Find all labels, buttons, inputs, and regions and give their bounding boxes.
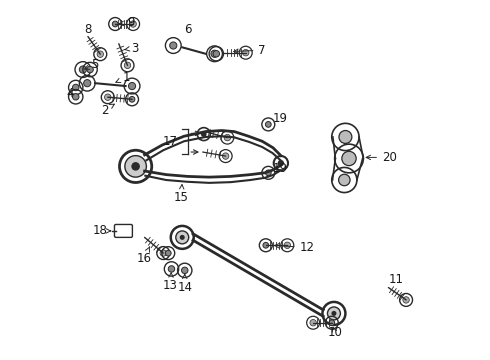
Text: 1: 1 (116, 71, 130, 84)
Circle shape (131, 162, 140, 171)
Circle shape (84, 80, 91, 87)
Circle shape (243, 49, 249, 56)
Circle shape (224, 134, 231, 141)
Circle shape (403, 297, 409, 303)
Text: 10: 10 (327, 326, 342, 339)
Text: 6: 6 (184, 23, 192, 36)
Circle shape (263, 242, 269, 248)
Circle shape (201, 131, 207, 137)
Circle shape (180, 235, 185, 240)
Text: 3: 3 (125, 41, 138, 54)
Text: 4: 4 (66, 87, 74, 100)
Text: 18: 18 (92, 224, 111, 238)
Circle shape (329, 320, 335, 325)
Circle shape (331, 311, 337, 316)
Text: 19: 19 (273, 112, 288, 125)
Circle shape (128, 82, 136, 90)
Circle shape (97, 51, 103, 57)
Text: 15: 15 (174, 185, 189, 204)
Circle shape (79, 66, 87, 73)
Circle shape (342, 151, 356, 166)
Circle shape (327, 307, 341, 320)
Circle shape (266, 170, 271, 176)
Circle shape (278, 160, 284, 166)
Circle shape (87, 66, 93, 73)
Text: 9: 9 (119, 17, 135, 30)
Text: 17: 17 (162, 135, 177, 148)
Circle shape (73, 94, 79, 100)
Circle shape (213, 50, 220, 57)
Circle shape (284, 242, 291, 248)
Text: 20: 20 (366, 151, 397, 164)
Text: 14: 14 (177, 274, 192, 294)
Text: 5: 5 (85, 58, 99, 71)
Circle shape (170, 42, 177, 49)
Circle shape (130, 21, 136, 27)
Text: 12: 12 (275, 241, 315, 254)
Circle shape (181, 267, 188, 274)
Circle shape (168, 266, 175, 272)
Circle shape (211, 50, 218, 57)
Text: 2: 2 (100, 104, 114, 117)
Text: 8: 8 (84, 23, 92, 36)
Circle shape (124, 62, 131, 68)
Circle shape (310, 319, 317, 326)
Text: 7: 7 (234, 44, 266, 57)
Circle shape (339, 174, 350, 186)
Circle shape (160, 250, 167, 256)
Circle shape (222, 153, 229, 159)
Circle shape (104, 94, 111, 100)
Circle shape (339, 131, 352, 143)
Circle shape (176, 231, 189, 244)
Circle shape (112, 21, 118, 27)
Text: 11: 11 (389, 273, 404, 286)
Text: 13: 13 (163, 273, 178, 292)
Text: 16: 16 (136, 247, 151, 265)
Text: 19: 19 (273, 162, 288, 175)
Circle shape (73, 84, 79, 91)
Circle shape (266, 122, 271, 127)
Circle shape (129, 96, 135, 102)
Circle shape (125, 156, 147, 177)
Circle shape (166, 250, 171, 256)
